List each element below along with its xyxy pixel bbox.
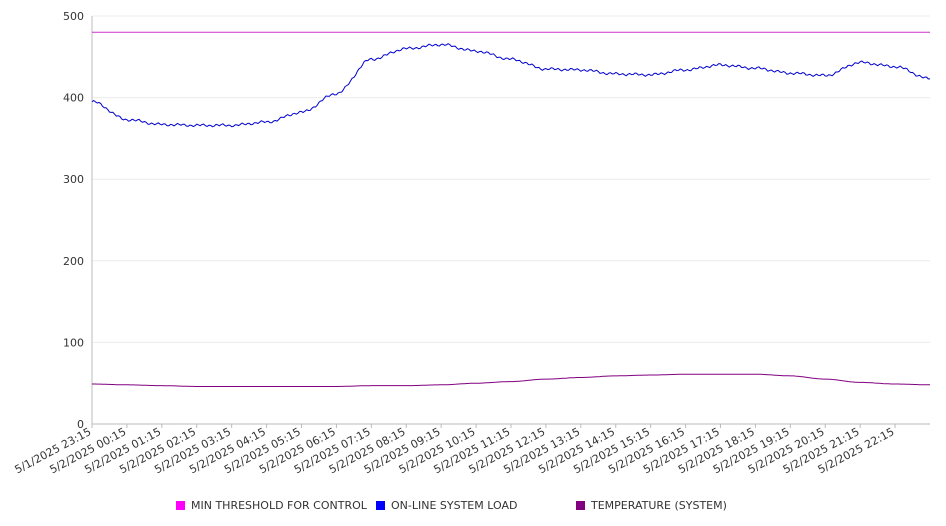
y-tick-label-300: 300 <box>63 173 84 186</box>
legend: MIN THRESHOLD FOR CONTROL ON-LINE SYSTEM… <box>0 499 946 515</box>
legend-item-system-load: ON-LINE SYSTEM LOAD <box>376 499 517 512</box>
legend-item-min-threshold: MIN THRESHOLD FOR CONTROL <box>176 499 367 512</box>
legend-label-temperature: TEMPERATURE (SYSTEM) <box>591 499 727 512</box>
legend-label-min-threshold: MIN THRESHOLD FOR CONTROL <box>191 499 367 512</box>
y-tick-label-100: 100 <box>63 336 84 349</box>
series-line-1 <box>91 43 931 128</box>
series-line-2 <box>92 373 930 387</box>
y-tick-label-500: 500 <box>63 10 84 23</box>
series-lines <box>91 31 931 387</box>
legend-swatch-min-threshold <box>176 501 185 510</box>
legend-label-system-load: ON-LINE SYSTEM LOAD <box>391 499 518 512</box>
legend-swatch-system-load <box>376 501 385 510</box>
axes <box>91 16 930 425</box>
y-axis-ticks: 0 100 200 300 400 500 <box>63 10 84 431</box>
y-tick-label-0: 0 <box>77 418 84 431</box>
y-tick-label-400: 400 <box>63 92 84 105</box>
x-axis-ticks: 5/1/2025 23:155/2/2025 00:155/2/2025 01:… <box>13 424 896 476</box>
legend-item-temperature: TEMPERATURE (SYSTEM) <box>576 499 727 512</box>
y-tick-label-200: 200 <box>63 255 84 268</box>
grid-lines <box>92 15 930 343</box>
legend-swatch-temperature <box>576 501 585 510</box>
